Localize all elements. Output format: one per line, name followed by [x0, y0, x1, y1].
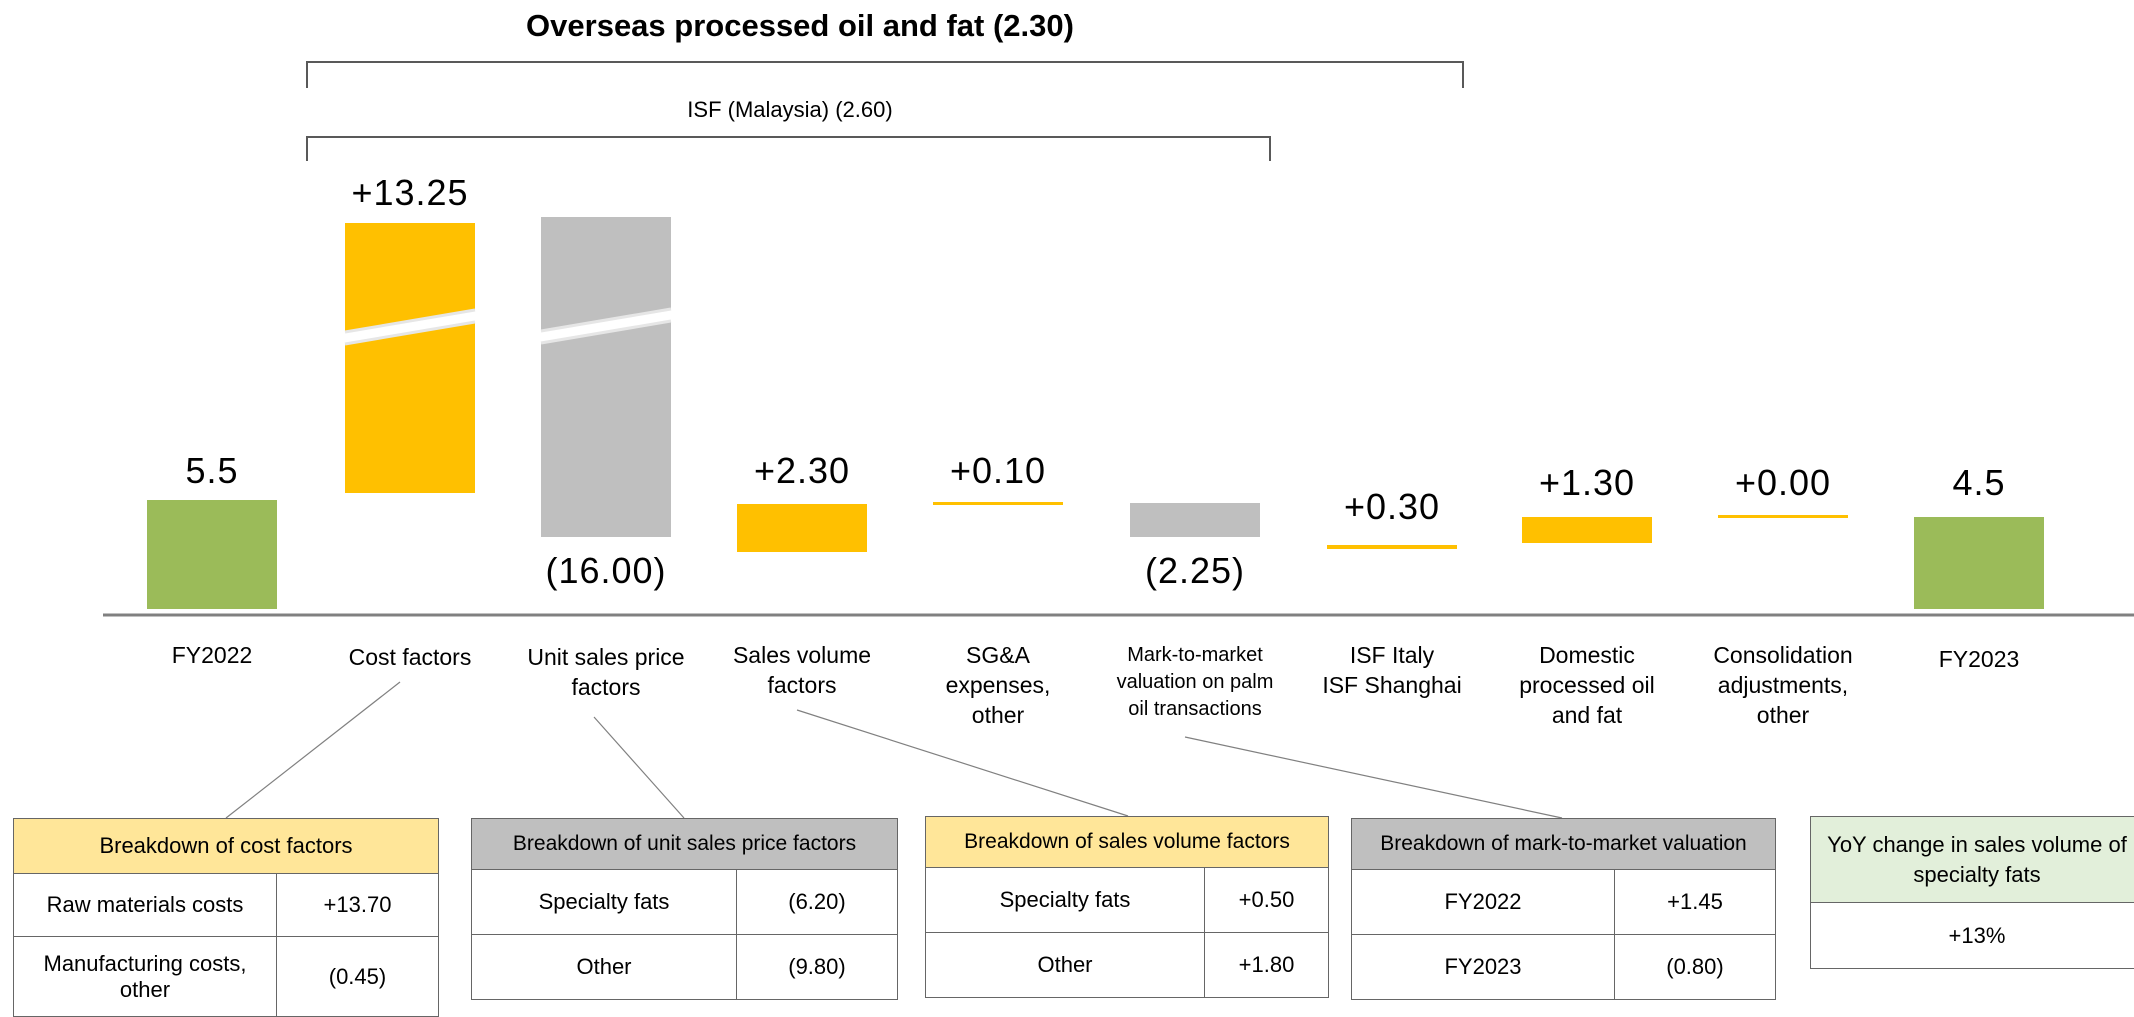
bar-unit-sales-price-factors: [541, 217, 671, 537]
category-label: FY2022: [112, 640, 312, 670]
specialty-fats-table: YoY change in sales volume of specialty …: [1810, 816, 2134, 969]
mtm-row-label: FY2022: [1352, 870, 1615, 935]
category-label: FY2023: [1879, 644, 2079, 674]
overseas-bracket: [307, 62, 1463, 88]
data-label: +2.30: [702, 450, 902, 492]
volume-breakdown-title: Breakdown of sales volume factors: [926, 817, 1329, 868]
mtm-breakdown-table: Breakdown of mark-to-market valuation FY…: [1351, 818, 1776, 1000]
volume-row-label: Other: [926, 933, 1205, 998]
bar-cost-factors: [345, 223, 475, 493]
specialty-fats-value: +13%: [1811, 903, 2134, 969]
bar-fy2022: [147, 500, 277, 609]
isf-malaysia-bracket: [307, 137, 1270, 161]
specialty-fats-title: YoY change in sales volume of specialty …: [1811, 817, 2134, 903]
data-label: (16.00): [506, 550, 706, 592]
price-row-value: (9.80): [737, 935, 898, 1000]
connector-mtm: [1185, 737, 1562, 818]
chart-title: Overseas processed oil and fat (2.30): [0, 8, 1600, 44]
group-label: ISF (Malaysia) (2.60): [610, 97, 970, 123]
data-label: +1.30: [1487, 462, 1687, 504]
bar-domestic-processed-oil-and-fat: [1522, 517, 1652, 543]
volume-row-value: +1.80: [1205, 933, 1329, 998]
category-label: Cost factors: [310, 642, 510, 672]
price-row-label: Specialty fats: [472, 870, 737, 935]
price-breakdown-title: Breakdown of unit sales price factors: [472, 819, 898, 870]
price-row-label: Other: [472, 935, 737, 1000]
bar-isf-italy-isf-shanghai: [1327, 545, 1457, 549]
price-breakdown-table: Breakdown of unit sales price factors Sp…: [471, 818, 898, 1000]
mtm-row-value: (0.80): [1615, 935, 1776, 1000]
data-label: +13.25: [310, 172, 510, 214]
data-label: +0.00: [1683, 462, 1883, 504]
bar-consolidation-adjustments-other: [1718, 515, 1848, 518]
cost-breakdown-title: Breakdown of cost factors: [14, 819, 439, 874]
data-label: 5.5: [112, 450, 312, 492]
volume-row-label: Specialty fats: [926, 868, 1205, 933]
data-label: 4.5: [1879, 462, 2079, 504]
cost-row-value: +13.70: [277, 874, 439, 937]
cost-breakdown-table: Breakdown of cost factors Raw materials …: [13, 818, 439, 1017]
cost-row-value: (0.45): [277, 937, 439, 1017]
data-label: +0.30: [1292, 486, 1492, 528]
data-label: +0.10: [898, 450, 1098, 492]
bar-sg-a-expenses-other: [933, 502, 1063, 505]
price-row-value: (6.20): [737, 870, 898, 935]
bar-sales-volume-factors: [737, 504, 867, 552]
bar-fy2023: [1914, 517, 2044, 609]
bar-mark-to-market-valuation-on-palm-oil-transactions: [1130, 503, 1260, 537]
connector-cost: [226, 682, 400, 818]
mtm-row-label: FY2023: [1352, 935, 1615, 1000]
mtm-row-value: +1.45: [1615, 870, 1776, 935]
cost-row-label: Manufacturing costs, other: [14, 937, 277, 1017]
cost-row-label: Raw materials costs: [14, 874, 277, 937]
mtm-breakdown-title: Breakdown of mark-to-market valuation: [1352, 819, 1776, 870]
connector-price: [594, 717, 684, 818]
data-label: (2.25): [1095, 550, 1295, 592]
volume-breakdown-table: Breakdown of sales volume factors Specia…: [925, 816, 1329, 998]
volume-row-value: +0.50: [1205, 868, 1329, 933]
